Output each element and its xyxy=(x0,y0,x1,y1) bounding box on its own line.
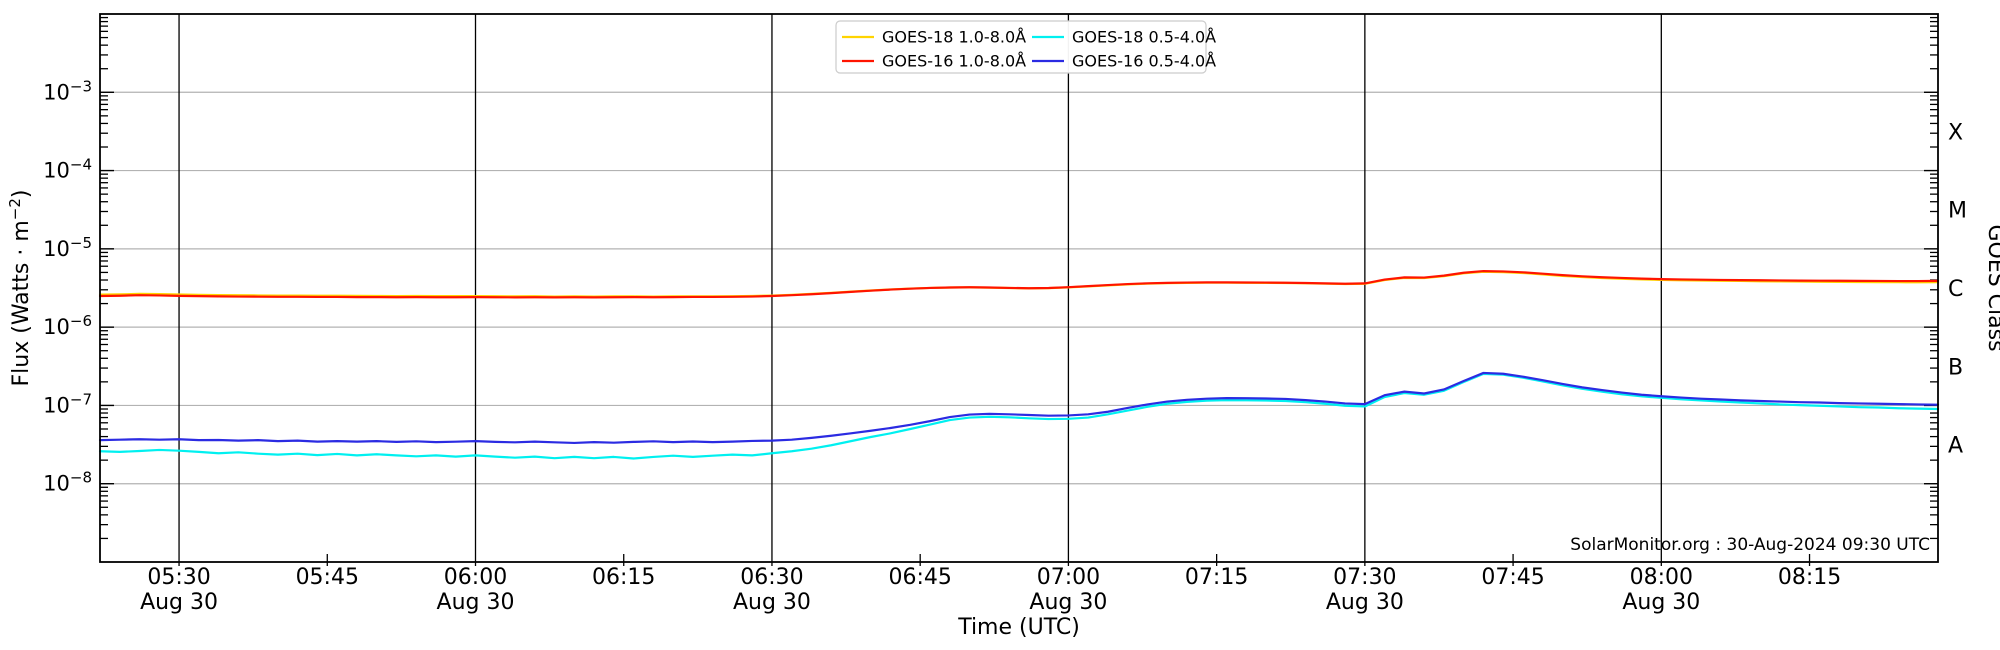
y-tick-label: 10−5 xyxy=(43,234,92,261)
y-tick-exponent: −3 xyxy=(70,77,92,95)
x-minor-tick-label: 06:45 xyxy=(888,565,951,590)
y-tick-mantissa: 10 xyxy=(43,80,70,104)
x-minor-tick-label: 07:15 xyxy=(1185,565,1248,590)
x-tick-label: 07:30 xyxy=(1333,565,1396,590)
y-tick-mantissa: 10 xyxy=(43,472,70,496)
x-axis-title: Time (UTC) xyxy=(957,615,1080,640)
source-timestamp-annotation: SolarMonitor.org : 30-Aug-2024 09:30 UTC xyxy=(1570,535,1930,555)
right-axis-title: GOES Class xyxy=(1983,224,2000,351)
y-tick-label: 10−6 xyxy=(43,312,92,339)
x-minor-tick-label: 08:15 xyxy=(1778,565,1841,590)
y-tick-mantissa: 10 xyxy=(43,393,70,417)
y-tick-exponent: −6 xyxy=(70,312,92,330)
y-tick-exponent: −7 xyxy=(70,390,92,408)
legend-label-2: GOES-18 0.5-4.0Å xyxy=(1072,28,1216,47)
y-tick-mantissa: 10 xyxy=(43,315,70,339)
y-tick-mantissa: 10 xyxy=(43,237,70,261)
series-line-3 xyxy=(98,371,1940,445)
x-tick-sublabel: Aug 30 xyxy=(733,590,811,615)
x-tick-sublabel: Aug 30 xyxy=(1622,590,1700,615)
x-tick-sublabel: Aug 30 xyxy=(437,590,515,615)
x-tick-label: 06:00 xyxy=(444,565,507,590)
x-tick-sublabel: Aug 30 xyxy=(1326,590,1404,615)
x-tick-label: 08:00 xyxy=(1630,565,1693,590)
y-axis-title-sup: −2 xyxy=(6,198,24,220)
y-tick-exponent: −5 xyxy=(70,234,92,252)
legend-label-0: GOES-18 1.0-8.0Å xyxy=(882,28,1026,47)
y-tick-label: 10−3 xyxy=(43,77,92,104)
goes-class-label: M xyxy=(1948,199,1967,224)
y-axis-title: Flux (Watts · m−2) xyxy=(6,190,34,387)
legend-label-3: GOES-16 0.5-4.0Å xyxy=(1072,52,1216,71)
legend-box xyxy=(835,20,1207,74)
y-tick-label: 10−8 xyxy=(43,469,92,496)
x-tick-label: 06:30 xyxy=(740,565,803,590)
x-minor-tick-label: 06:15 xyxy=(592,565,655,590)
goes-class-label: C xyxy=(1948,277,1963,302)
x-tick-label: 07:00 xyxy=(1037,565,1100,590)
goes-class-label: X xyxy=(1948,120,1963,145)
y-tick-label: 10−4 xyxy=(43,156,92,183)
legend: GOES-18 1.0-8.0Å GOES-16 1.0-8.0Å GOES-18 … xyxy=(835,20,1216,74)
y-tick-label: 10−7 xyxy=(43,390,92,417)
y-tick-exponent: −8 xyxy=(70,469,92,487)
y-axis-title-text: Flux (Watts · m xyxy=(9,220,34,386)
legend-label-1: GOES-16 1.0-8.0Å xyxy=(882,52,1026,71)
goes-class-label: A xyxy=(1948,434,1963,459)
series-line-2 xyxy=(98,372,1940,460)
y-axis-title-close: ) xyxy=(9,190,34,199)
y-tick-exponent: −4 xyxy=(70,156,92,174)
x-tick-sublabel: Aug 30 xyxy=(140,590,218,615)
x-tick-label: 05:30 xyxy=(147,565,210,590)
goes-class-label: B xyxy=(1948,355,1963,380)
y-tick-mantissa: 10 xyxy=(43,159,70,183)
plot-border xyxy=(99,13,1939,563)
series-line-1 xyxy=(98,269,1940,299)
x-tick-sublabel: Aug 30 xyxy=(1029,590,1107,615)
x-minor-tick-label: 05:45 xyxy=(296,565,359,590)
x-minor-tick-label: 07:45 xyxy=(1481,565,1544,590)
